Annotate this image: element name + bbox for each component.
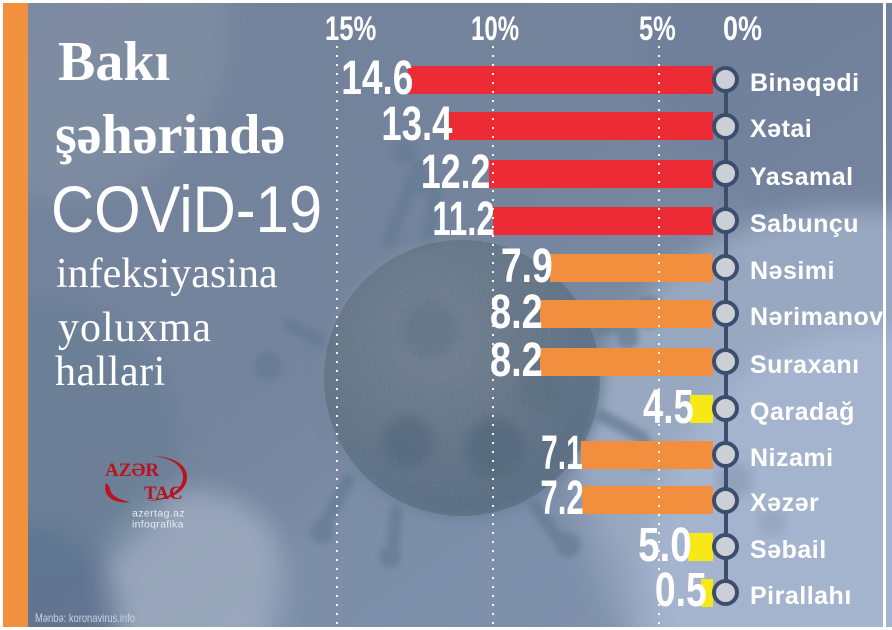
svg-text:TAC: TAC (144, 483, 183, 504)
svg-text:infoqrafika: infoqrafika (132, 519, 184, 531)
svg-text:azertag.az: azertag.az (132, 508, 185, 520)
svg-text:AZƏR: AZƏR (105, 460, 159, 481)
